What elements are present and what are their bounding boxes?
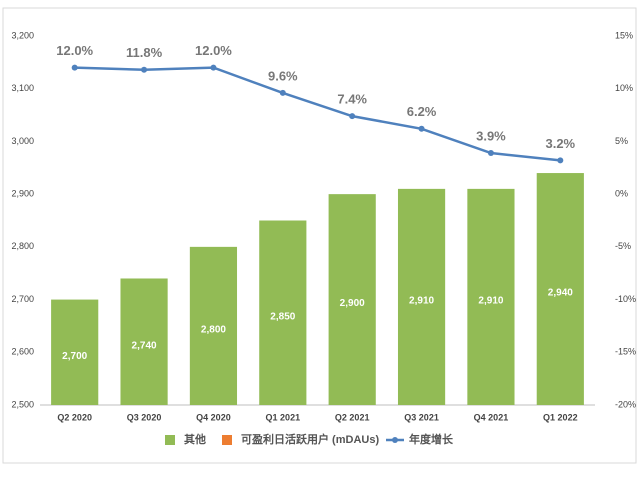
line-label: 6.2% — [407, 104, 437, 119]
x-tick-label: Q4 2020 — [196, 412, 231, 422]
line-point — [71, 64, 78, 71]
line-label: 12.0% — [56, 43, 93, 58]
y2-tick-label: 5% — [615, 136, 628, 146]
line-point — [418, 125, 425, 132]
y-tick-label: 2,500 — [11, 399, 34, 409]
legend-label: 可盈利日活跃用户 (mDAUs) — [241, 432, 379, 446]
y-tick-label: 2,800 — [11, 241, 34, 251]
line-point — [279, 89, 286, 96]
bar-label: 2,850 — [270, 311, 295, 322]
legend-swatch — [165, 435, 175, 445]
bar-label: 2,910 — [409, 296, 434, 307]
bar — [259, 220, 307, 405]
legend-label: 年度增长 — [409, 432, 454, 446]
bar — [51, 299, 99, 405]
line-label: 3.2% — [545, 136, 575, 151]
y2-tick-label: 15% — [615, 30, 633, 40]
bar — [189, 246, 238, 405]
y-tick-label: 2,600 — [11, 347, 34, 357]
bar-label: 2,800 — [201, 325, 226, 336]
y-tick-label: 2,900 — [11, 189, 34, 199]
y2-tick-label: -10% — [615, 294, 636, 304]
line-point — [141, 66, 148, 73]
line-point — [210, 64, 217, 71]
x-tick-label: Q2 2020 — [57, 412, 92, 422]
line-label: 7.4% — [337, 92, 367, 107]
line — [74, 66, 561, 162]
y2-tick-label: -15% — [615, 347, 636, 357]
legend-swatch — [222, 435, 232, 445]
line-label: 9.6% — [268, 68, 298, 83]
bar — [328, 194, 376, 405]
line-point — [349, 113, 356, 120]
x-tick-label: Q1 2022 — [543, 412, 578, 422]
bar — [397, 188, 446, 405]
y2-tick-label: 0% — [615, 189, 628, 199]
y-tick-label: 2,700 — [11, 294, 34, 304]
y-tick-label: 3,000 — [11, 136, 34, 146]
bar-label: 2,940 — [548, 288, 573, 299]
x-tick-label: Q3 2020 — [127, 412, 162, 422]
bar — [536, 173, 584, 405]
y2-tick-label: -5% — [615, 241, 631, 251]
y2-tick-label: -20% — [615, 399, 636, 409]
bar-label: 2,700 — [62, 351, 87, 362]
line-label: 3.9% — [476, 128, 506, 143]
line-point — [487, 150, 494, 157]
line-point — [557, 157, 564, 164]
bar-label: 2,900 — [340, 298, 365, 309]
bar — [120, 278, 168, 405]
x-tick-label: Q3 2021 — [404, 412, 439, 422]
x-tick-label: Q2 2021 — [335, 412, 370, 422]
y-tick-label: 3,200 — [11, 30, 34, 40]
x-tick-label: Q1 2021 — [266, 412, 301, 422]
bar-label: 2,740 — [132, 340, 157, 351]
line-label: 11.8% — [126, 45, 163, 60]
x-tick-label: Q4 2021 — [474, 412, 509, 422]
y-tick-label: 3,100 — [11, 83, 34, 93]
bar-label: 2,910 — [478, 296, 503, 307]
line-label: 12.0% — [195, 43, 232, 58]
legend-label: 其他 — [184, 432, 206, 446]
y2-tick-label: 10% — [615, 83, 633, 93]
chart-frame — [2, 7, 637, 464]
legend-swatch — [392, 437, 398, 443]
bar — [467, 188, 515, 405]
